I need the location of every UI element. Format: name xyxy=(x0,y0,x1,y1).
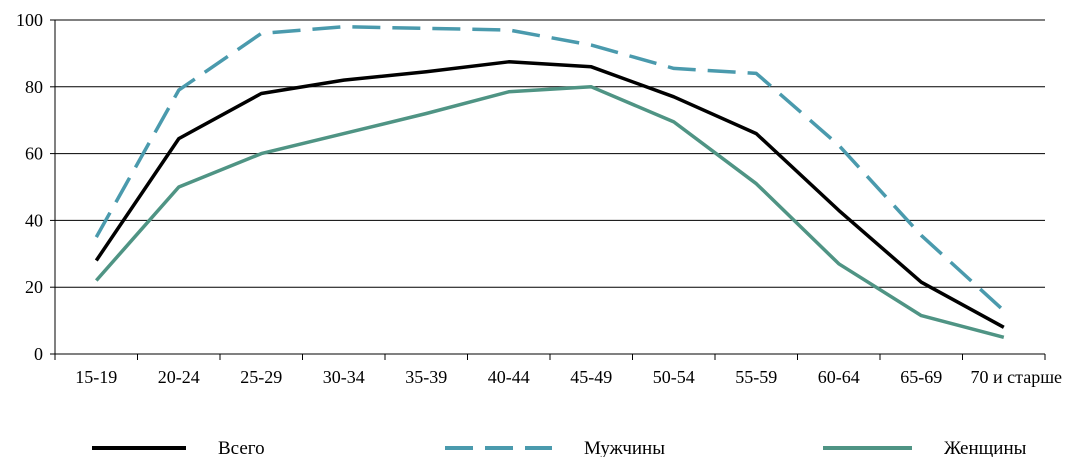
x-tick-label: 40-44 xyxy=(488,367,530,387)
y-tick-label: 100 xyxy=(16,10,43,30)
y-tick-label: 0 xyxy=(34,344,43,364)
x-tick-label: 25-29 xyxy=(240,367,282,387)
y-tick-label: 40 xyxy=(25,210,43,230)
x-tick-label: 55-59 xyxy=(735,367,777,387)
y-tick-label: 60 xyxy=(25,144,43,164)
x-tick-label: 35-39 xyxy=(405,367,447,387)
series-line-2 xyxy=(94,24,1005,312)
legend-label-2: Мужчины xyxy=(584,438,665,457)
x-tick-label: 70 и старше xyxy=(971,367,1063,387)
x-tick-label: 60-64 xyxy=(818,367,860,387)
legend-label-3: Женщины xyxy=(944,438,1027,457)
legend-label-1: Всего xyxy=(218,438,265,457)
x-tick-label: 45-49 xyxy=(570,367,612,387)
series-line-1 xyxy=(94,60,1005,329)
series-line-3 xyxy=(94,85,1005,339)
x-tick-label: 30-34 xyxy=(323,367,365,387)
x-tick-label: 65-69 xyxy=(900,367,942,387)
x-tick-label: 50-54 xyxy=(653,367,695,387)
x-tick-label: 20-24 xyxy=(158,367,200,387)
y-tick-label: 80 xyxy=(25,77,43,97)
y-tick-label: 20 xyxy=(25,277,43,297)
x-tick-label: 15-19 xyxy=(75,367,117,387)
